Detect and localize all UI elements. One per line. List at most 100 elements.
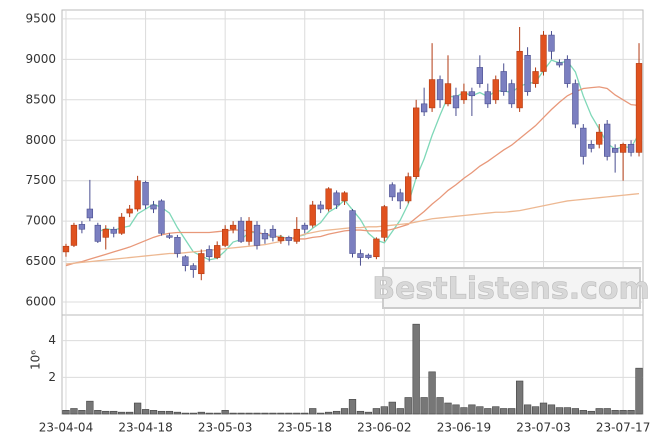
candle-body bbox=[556, 62, 563, 66]
candle-body bbox=[245, 220, 253, 242]
y-tick-label: 8000 bbox=[25, 133, 56, 147]
candle-body bbox=[420, 103, 428, 113]
volume-bar bbox=[412, 323, 420, 415]
candle-body bbox=[635, 63, 643, 153]
y-tick-label: 7500 bbox=[25, 173, 56, 187]
candle-body bbox=[150, 204, 157, 210]
y-tick-label: 9000 bbox=[25, 52, 56, 66]
candle-body bbox=[580, 127, 587, 157]
candle-body bbox=[444, 83, 452, 105]
volume-bar bbox=[364, 411, 373, 415]
candle-body bbox=[70, 224, 78, 246]
volume-bar bbox=[388, 401, 396, 415]
candle-body bbox=[484, 91, 491, 105]
volume-bar bbox=[452, 404, 460, 415]
volume-bar bbox=[78, 410, 86, 415]
candle-body bbox=[253, 224, 261, 246]
volume-bar bbox=[94, 410, 102, 415]
volume-bar bbox=[468, 404, 476, 415]
candle-body bbox=[516, 50, 523, 109]
candle-body bbox=[325, 188, 332, 210]
volume-bar bbox=[229, 412, 237, 415]
volume-bar bbox=[539, 402, 548, 415]
moving-average bbox=[97, 59, 640, 261]
candle-body bbox=[500, 71, 507, 93]
volume-bar bbox=[213, 412, 221, 415]
candle-body bbox=[604, 123, 611, 157]
y-tick-label: 9500 bbox=[25, 11, 56, 25]
candle-body bbox=[94, 224, 101, 242]
candle-body bbox=[269, 228, 277, 238]
volume-bar bbox=[428, 371, 436, 415]
candle-body bbox=[413, 107, 420, 177]
candle-body bbox=[166, 235, 173, 238]
volume-bar bbox=[332, 410, 341, 415]
candle-body bbox=[301, 224, 308, 230]
candle-body bbox=[158, 200, 165, 234]
volume-bar bbox=[237, 412, 245, 415]
y-tick-label: 6000 bbox=[25, 295, 56, 309]
volume-bar bbox=[627, 410, 635, 415]
candle-body bbox=[405, 176, 412, 202]
volume-bar bbox=[492, 406, 500, 415]
candle-body bbox=[508, 83, 515, 105]
candle-body bbox=[214, 245, 221, 258]
candle-body bbox=[237, 220, 245, 242]
volume-bar bbox=[484, 408, 492, 415]
candle-body bbox=[261, 232, 269, 240]
candle-body bbox=[468, 91, 476, 97]
volume-bar bbox=[595, 408, 603, 415]
volume-bar bbox=[221, 410, 229, 415]
volume-bar bbox=[301, 412, 309, 415]
volume-bar bbox=[515, 380, 524, 415]
volume-bar bbox=[181, 412, 190, 415]
volume-bar bbox=[141, 409, 150, 415]
candle-body bbox=[182, 256, 189, 266]
candle-body bbox=[619, 143, 627, 153]
x-tick-label: 23-07-17 bbox=[596, 421, 650, 435]
candle-body bbox=[174, 237, 181, 254]
volume-bar bbox=[348, 399, 357, 415]
volume-bar bbox=[372, 408, 381, 415]
y-tick-label: 8500 bbox=[25, 92, 56, 106]
candle-body bbox=[277, 237, 285, 241]
volume-bar bbox=[603, 408, 611, 415]
volume-bar bbox=[118, 411, 126, 415]
candle-body bbox=[627, 143, 635, 153]
volume-bar bbox=[396, 408, 404, 415]
volume-bar bbox=[579, 410, 587, 415]
volume-bar bbox=[317, 412, 325, 415]
volume-bar bbox=[245, 412, 253, 415]
candle-body bbox=[126, 208, 133, 214]
candle-body bbox=[540, 34, 547, 72]
volume-bar bbox=[293, 412, 301, 415]
volume-bar bbox=[420, 397, 428, 415]
candle-body bbox=[142, 182, 149, 206]
candle-body bbox=[341, 192, 348, 202]
candle-body bbox=[357, 253, 364, 258]
volume-bar bbox=[587, 410, 595, 415]
volume-bar bbox=[62, 410, 70, 415]
volume-bar bbox=[436, 397, 444, 415]
volume-bar bbox=[102, 410, 110, 415]
candle-body bbox=[476, 67, 484, 84]
volume-bar bbox=[197, 411, 205, 415]
volume-bar bbox=[133, 402, 142, 415]
volume-bar bbox=[571, 408, 579, 415]
candle-body bbox=[611, 148, 619, 153]
candle-body bbox=[62, 245, 70, 253]
volume-bar bbox=[253, 412, 261, 415]
candle-body bbox=[428, 79, 436, 109]
volume-bar bbox=[404, 397, 412, 415]
x-tick-label: 23-04-04 bbox=[39, 421, 93, 435]
volume-bar bbox=[157, 410, 166, 415]
candle-body bbox=[293, 228, 300, 242]
volume-bar bbox=[309, 408, 317, 415]
candle-body bbox=[78, 224, 86, 230]
volume-bar bbox=[444, 402, 452, 415]
candle-body bbox=[221, 228, 229, 246]
y-tick-label: 6500 bbox=[25, 254, 56, 268]
volume-bar bbox=[269, 412, 277, 415]
candle-body bbox=[118, 216, 125, 234]
